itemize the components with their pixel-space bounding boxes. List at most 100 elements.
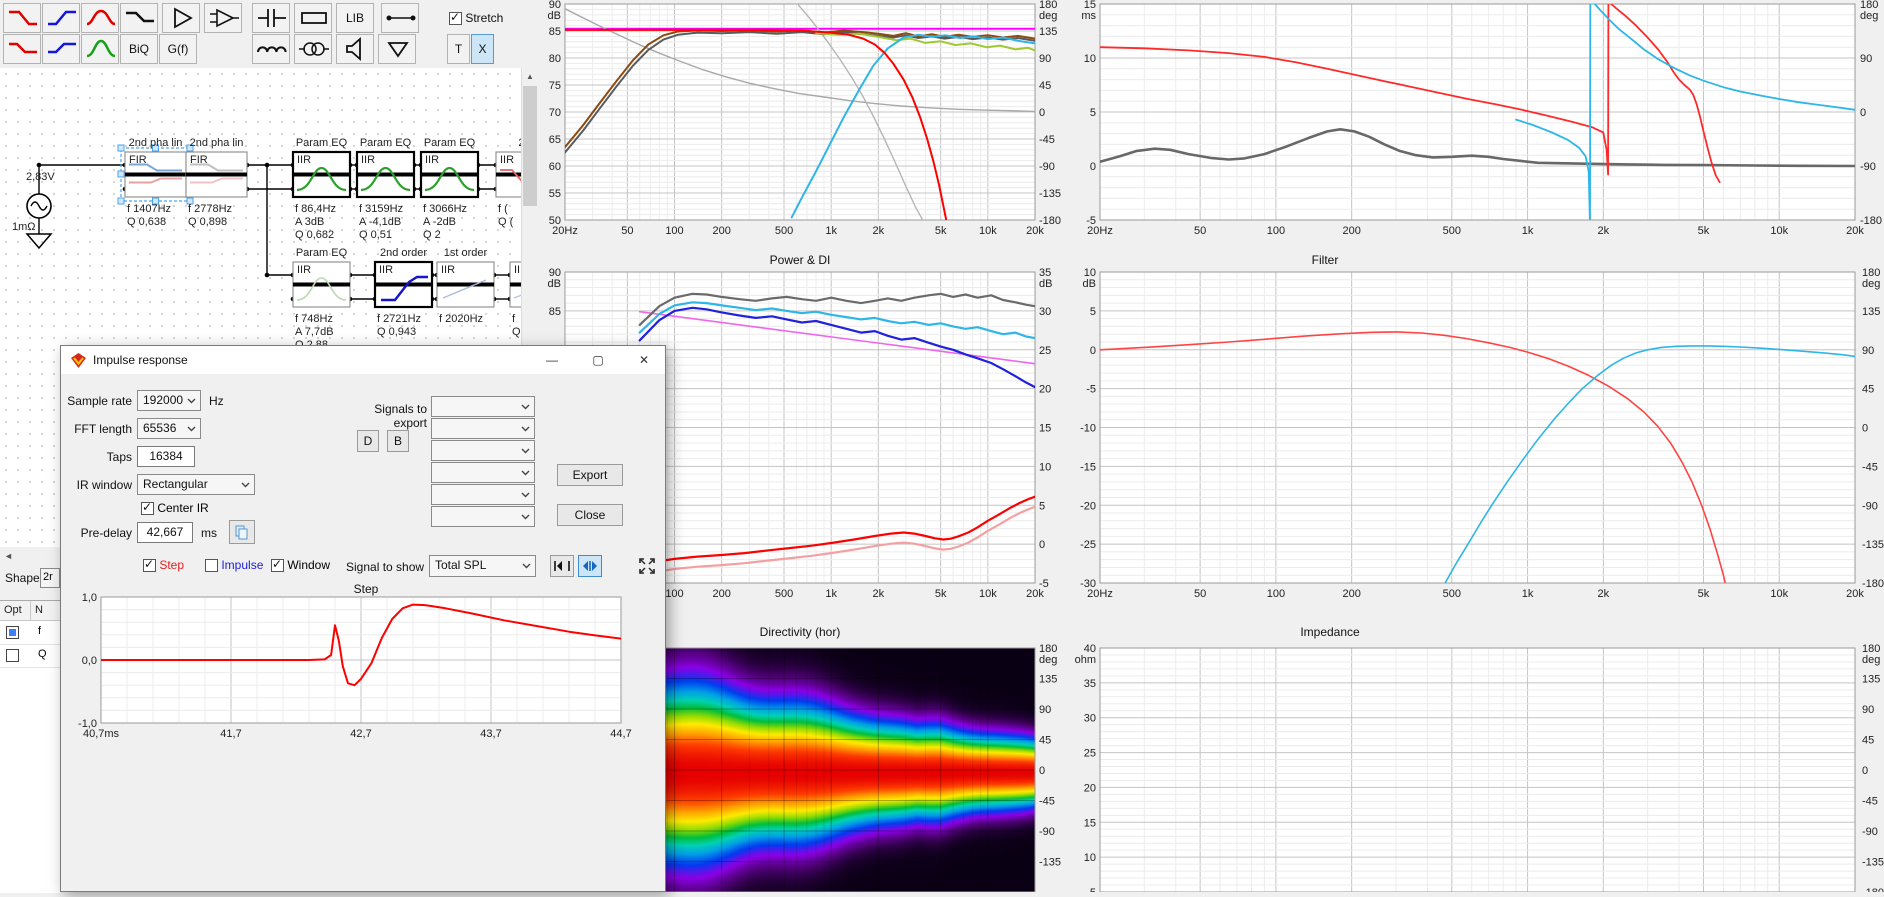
schematic-horizontal-scrollbar[interactable]: ◄	[0, 547, 60, 564]
step-checkbox[interactable]: Step	[143, 557, 184, 573]
export-signal-select-4[interactable]	[431, 462, 535, 483]
highpass-filter-button[interactable]	[42, 3, 80, 33]
svg-text:10: 10	[1084, 267, 1096, 279]
svg-text:-30: -30	[1080, 578, 1096, 590]
schematic-block[interactable]: Param EQ IIR	[419, 137, 480, 199]
schematic-block[interactable]: 2nIIR	[509, 247, 568, 308]
fft-length-select[interactable]: 65536	[137, 418, 201, 439]
export-button[interactable]: Export	[557, 464, 623, 486]
fullscreen-button[interactable]	[634, 555, 660, 577]
wire-node-button[interactable]	[381, 3, 419, 33]
expand-x-button[interactable]	[578, 555, 602, 577]
block-type: IIR	[425, 154, 439, 166]
t-button[interactable]: T	[447, 34, 470, 64]
minimize-button[interactable]: —	[546, 353, 558, 367]
svg-text:90: 90	[1039, 53, 1051, 65]
bandpass-filter-button[interactable]	[81, 3, 119, 33]
d-button[interactable]: D	[357, 430, 379, 452]
window-checkbox[interactable]: Window	[271, 557, 330, 573]
export-signal-select-5[interactable]	[431, 484, 535, 505]
schematic-block[interactable]: 2nd pha lin FIR	[185, 137, 248, 198]
lowshelf-filter-button[interactable]	[3, 34, 41, 64]
buffer-button[interactable]	[162, 3, 200, 33]
chevron-down-icon	[521, 404, 530, 410]
block-param: Q 0,682	[295, 229, 334, 241]
highshelf-filter-button[interactable]	[42, 34, 80, 64]
predelay-label: Pre-delay	[80, 526, 132, 540]
export-signal-select-3[interactable]	[431, 440, 535, 461]
series-filter-red	[1100, 331, 1727, 583]
svg-text:90: 90	[549, 0, 561, 11]
table-row[interactable]: Q	[0, 644, 60, 668]
transformer-button[interactable]	[294, 34, 332, 64]
speaker-button[interactable]	[336, 34, 374, 64]
shape-value-box[interactable]: 2r	[40, 568, 60, 588]
b-button[interactable]: B	[387, 430, 409, 452]
opamp-icon	[210, 8, 239, 28]
library-button[interactable]: LIB	[336, 3, 374, 33]
table-row[interactable]: f	[0, 621, 60, 645]
opamp-button[interactable]	[204, 3, 242, 33]
chevron-down-icon	[521, 426, 530, 432]
svg-text:200: 200	[1342, 588, 1360, 600]
svg-text:15: 15	[1084, 0, 1096, 11]
gain-function-button[interactable]: G(f)	[159, 34, 197, 64]
export-signal-select-2[interactable]	[431, 418, 535, 439]
close-dialog-button[interactable]: Close	[557, 504, 623, 526]
svg-text:0: 0	[1039, 107, 1045, 119]
block-param: Q 0,638	[127, 216, 166, 228]
scroll-left-icon[interactable]: ◄	[0, 547, 17, 564]
svg-text:-5: -5	[1086, 215, 1096, 227]
copy-predelay-button[interactable]	[229, 520, 255, 544]
svg-text:2k: 2k	[873, 225, 885, 237]
stretch-checkbox[interactable]: Stretch	[449, 10, 503, 26]
center-ir-checkbox[interactable]: Center IR	[141, 500, 209, 516]
svg-text:-20: -20	[1080, 500, 1096, 512]
export-signal-select-1[interactable]	[431, 396, 535, 417]
schematic-block[interactable]: Param EQ IIR	[291, 137, 352, 199]
ir-window-select[interactable]: Rectangular	[137, 474, 255, 495]
signal-to-show-select[interactable]: Total SPL	[429, 555, 536, 577]
svg-text:200: 200	[712, 588, 730, 600]
schematic-block[interactable]: 2nd pha lin FIR	[117, 137, 194, 205]
opt-checkbox[interactable]	[6, 626, 19, 639]
fit-x-button[interactable]	[550, 555, 574, 577]
opt-checkbox[interactable]	[6, 649, 19, 662]
svg-text:2k: 2k	[1598, 588, 1610, 600]
schematic-block[interactable]: Param EQ IIR	[355, 137, 416, 199]
peak-eq-button[interactable]	[81, 34, 119, 64]
svg-text:-135: -135	[1039, 188, 1061, 200]
schematic-block[interactable]: Param EQ IIR	[292, 247, 351, 308]
schematic-block[interactable]: 2nd order IIR	[373, 247, 434, 309]
ground-button[interactable]	[378, 34, 416, 64]
svg-text:45: 45	[1862, 384, 1874, 396]
dialog-titlebar[interactable]: Impulse response — ▢ ✕	[61, 346, 665, 374]
shelf-filter-button[interactable]	[120, 3, 158, 33]
impulse-checkbox[interactable]: Impulse	[205, 558, 263, 573]
svg-text:500: 500	[1443, 588, 1461, 600]
bandpass-icon	[86, 9, 116, 26]
svg-text:1k: 1k	[1522, 225, 1534, 237]
series-gd-cyan	[1515, 4, 1855, 220]
svg-text:15: 15	[1084, 817, 1096, 829]
lowpass-filter-button[interactable]	[3, 3, 41, 33]
svg-text:1k: 1k	[825, 225, 837, 237]
export-signal-select-6[interactable]	[431, 506, 535, 527]
taps-label: Taps	[106, 450, 132, 464]
vertical-scroll-thumb[interactable]	[523, 86, 537, 206]
maximize-button[interactable]: ▢	[592, 353, 604, 367]
block-param: f 3066Hz	[423, 203, 467, 215]
scroll-up-icon[interactable]: ▲	[522, 68, 538, 84]
biquad-button[interactable]: BiQ	[120, 34, 158, 64]
resistor-button[interactable]	[294, 3, 332, 33]
x-button[interactable]: X	[471, 34, 494, 64]
capacitor-button[interactable]	[252, 3, 290, 33]
schematic-block[interactable]: 1st order IIR	[436, 247, 495, 308]
shelf-icon	[126, 11, 154, 23]
inductor-button[interactable]	[252, 34, 290, 64]
taps-input[interactable]: 16384	[137, 446, 195, 467]
close-button[interactable]: ✕	[638, 353, 650, 367]
predelay-input[interactable]: 42,667	[137, 522, 193, 543]
sample-rate-select[interactable]: 192000	[137, 390, 201, 411]
schematic-block[interactable]: 2nIIR	[495, 137, 554, 198]
